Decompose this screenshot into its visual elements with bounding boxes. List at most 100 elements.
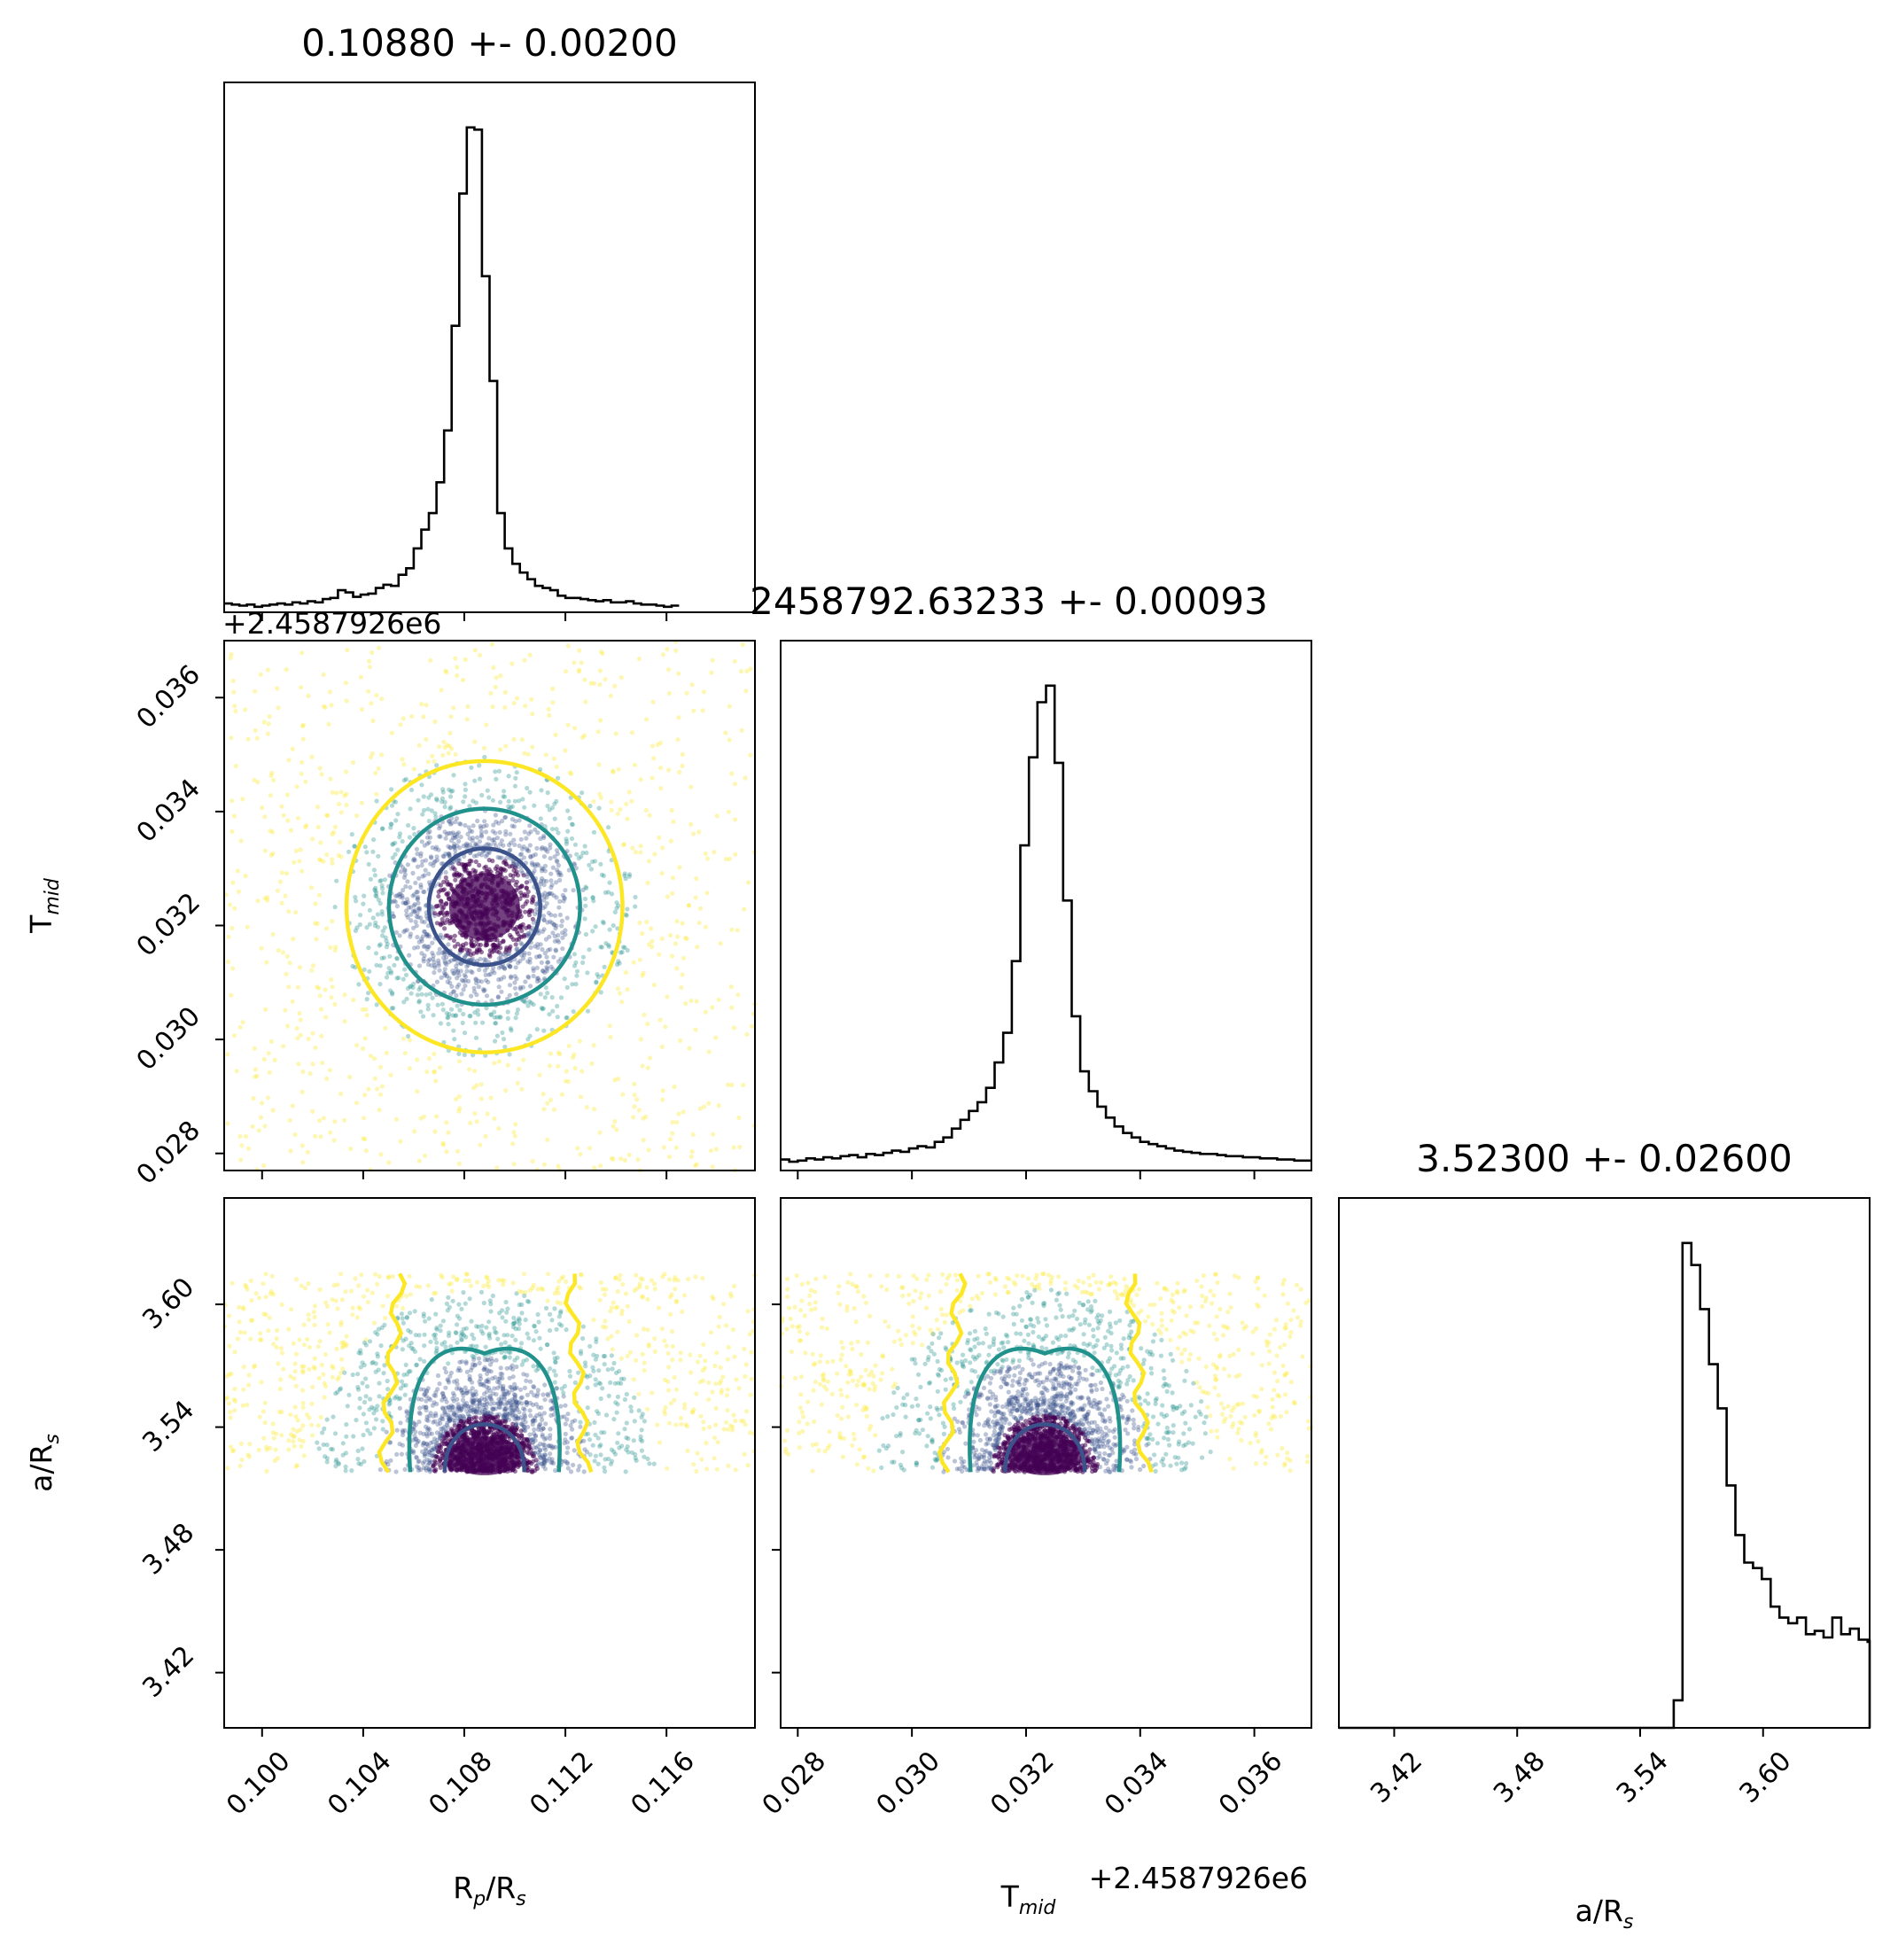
scatter-point [598,1163,603,1169]
scatter-point [714,813,720,819]
scatter-point [487,843,494,848]
scatter-point [430,950,435,956]
scatter-point [542,1452,548,1458]
scatter-point [330,1447,336,1452]
scatter-point [411,856,416,862]
scatter-point [431,906,436,912]
scatter-point [530,916,536,922]
scatter-point [530,1418,535,1423]
scatter-point [427,1450,432,1455]
scatter-point [524,1378,529,1383]
scatter-point [426,1452,432,1458]
scatter-point [739,727,744,733]
scatter-point [572,1380,578,1386]
scatter-point [578,1272,584,1278]
scatter-point [729,771,735,776]
scatter-point [600,919,606,924]
scatter-point [351,997,356,1003]
scatter-point [508,964,513,969]
scatter-point [697,1353,703,1358]
scatter-point [506,798,511,804]
scatter-point [422,1458,427,1464]
scatter-point [292,1376,297,1381]
scatter-point [615,1304,620,1310]
scatter-point [467,1377,472,1382]
scatter-point [492,1401,497,1406]
scatter-point [448,1467,454,1473]
scatter-point [728,984,734,990]
scatter-point [558,995,564,1000]
scatter-point [442,926,447,931]
scatter-point [344,802,349,808]
scatter-point [554,923,559,929]
scatter-point [502,975,507,980]
scatter-point [505,1009,510,1015]
scatter-point [327,689,332,695]
scatter-point [450,1417,455,1423]
scatter-point [536,1450,541,1455]
scatter-point [442,952,447,957]
scatter-point [507,932,513,938]
scatter-point [489,949,494,955]
scatter-point [510,1413,515,1419]
scatter-point [632,1081,637,1086]
scatter-point [467,804,472,809]
scatter-point [558,1404,564,1409]
scatter-point [533,1368,539,1373]
scatter-point [502,789,507,794]
scatter-point [565,643,571,649]
scatter-point [460,1413,465,1419]
scatter-point [495,945,501,950]
scatter-point [401,875,407,881]
scatter-point [424,1393,429,1399]
scatter-point [424,736,429,743]
scatter-point [400,1443,405,1448]
scatter-point [358,1461,363,1466]
scatter-point [645,1065,650,1070]
scatter-point [413,1443,418,1448]
scatter-point [485,868,490,874]
scatter-point [455,1313,460,1318]
scatter-point [645,1021,650,1027]
scatter-point [603,1412,610,1418]
scatter-point [468,1120,473,1125]
scatter-point [439,799,445,805]
scatter-point [492,1009,497,1015]
scatter-point [446,942,451,947]
scatter-point [699,1457,704,1462]
scatter-point [615,926,620,931]
scatter-point [547,1063,553,1069]
scatter-point [731,1412,736,1418]
scatter-point [323,1352,328,1357]
scatter-point [472,1363,478,1368]
scatter-point [408,934,413,939]
scatter-point [483,853,488,859]
scatter-point [623,876,628,882]
scatter-point [225,1121,230,1126]
scatter-point [463,657,468,663]
scatter-point [645,1456,650,1461]
scatter-point [328,945,333,950]
scatter-point [591,1317,596,1323]
scatter-point [511,1320,517,1326]
scatter-point [423,1318,428,1324]
scatter-point [364,1013,369,1018]
scatter-point [470,1332,475,1337]
scatter-point [386,966,392,971]
scatter-point [591,1368,596,1373]
scatter-point [441,739,447,744]
scatter-point [361,1412,366,1417]
scatter-point [729,1005,735,1010]
scatter-point [275,686,280,691]
scatter-point [338,1319,344,1325]
scatter-point [667,1295,673,1300]
scatter-point [584,850,589,856]
scatter-point [252,1365,257,1370]
scatter-point [470,1386,475,1391]
scatter-point [389,1006,394,1011]
scatter-point [541,1459,547,1465]
scatter-point [503,1088,509,1093]
scatter-point [447,819,452,824]
scatter-point [231,689,237,695]
scatter-point [237,1463,243,1469]
